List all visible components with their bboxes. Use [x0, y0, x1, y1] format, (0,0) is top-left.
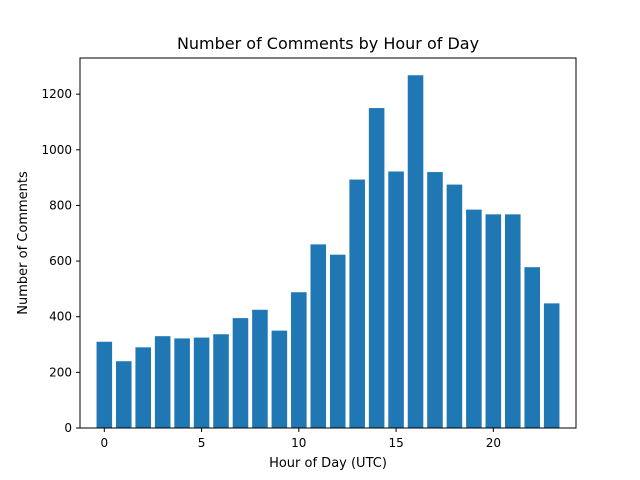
chart-title: Number of Comments by Hour of Day — [177, 34, 479, 53]
bar-hour-2 — [135, 347, 151, 428]
bar-hour-21 — [505, 214, 521, 428]
bar-hour-17 — [427, 172, 443, 428]
x-tick-label: 15 — [388, 436, 403, 450]
y-tick-label: 600 — [49, 254, 72, 268]
bar-hour-4 — [174, 338, 190, 428]
bar-hour-13 — [349, 179, 365, 428]
y-tick-label: 800 — [49, 198, 72, 212]
x-axis-ticks: 0 5 10 15 20 — [100, 428, 501, 450]
bar-hour-19 — [466, 209, 482, 428]
bar-hour-1 — [115, 361, 132, 428]
x-tick-label: 5 — [198, 436, 206, 450]
bar-hour-16 — [407, 75, 424, 429]
bar-hour-22 — [524, 267, 541, 428]
bar-hour-3 — [154, 336, 171, 428]
y-axis-ticks: 0 200 400 600 800 1000 1200 — [41, 87, 80, 435]
bar-hour-0 — [96, 341, 113, 428]
bar-hour-8 — [252, 309, 268, 428]
y-tick-label: 200 — [49, 365, 72, 379]
bar-hour-11 — [310, 244, 327, 428]
bar-hour-6 — [213, 334, 229, 428]
x-tick-label: 0 — [100, 436, 108, 450]
bar-hour-9 — [271, 330, 288, 428]
bar-hour-20 — [485, 214, 502, 428]
y-tick-label: 1200 — [41, 87, 72, 101]
y-tick-label: 1000 — [41, 143, 72, 157]
bar-hour-12 — [329, 254, 346, 428]
bar-hour-5 — [193, 337, 210, 428]
x-tick-label: 10 — [291, 436, 306, 450]
x-axis-label: Hour of Day (UTC) — [269, 456, 387, 471]
x-tick-label: 20 — [486, 436, 501, 450]
bar-hour-7 — [232, 318, 249, 428]
bar-hour-14 — [368, 108, 385, 428]
bars-group — [96, 75, 560, 429]
bar-hour-15 — [388, 171, 404, 428]
bar-hour-18 — [446, 184, 463, 428]
y-tick-label: 400 — [49, 310, 72, 324]
bar-hour-23 — [543, 303, 560, 428]
plot-frame — [79, 57, 577, 429]
y-tick-label: 0 — [64, 421, 72, 435]
y-axis-label: Number of Comments — [16, 171, 31, 315]
bar-hour-10 — [291, 292, 307, 428]
